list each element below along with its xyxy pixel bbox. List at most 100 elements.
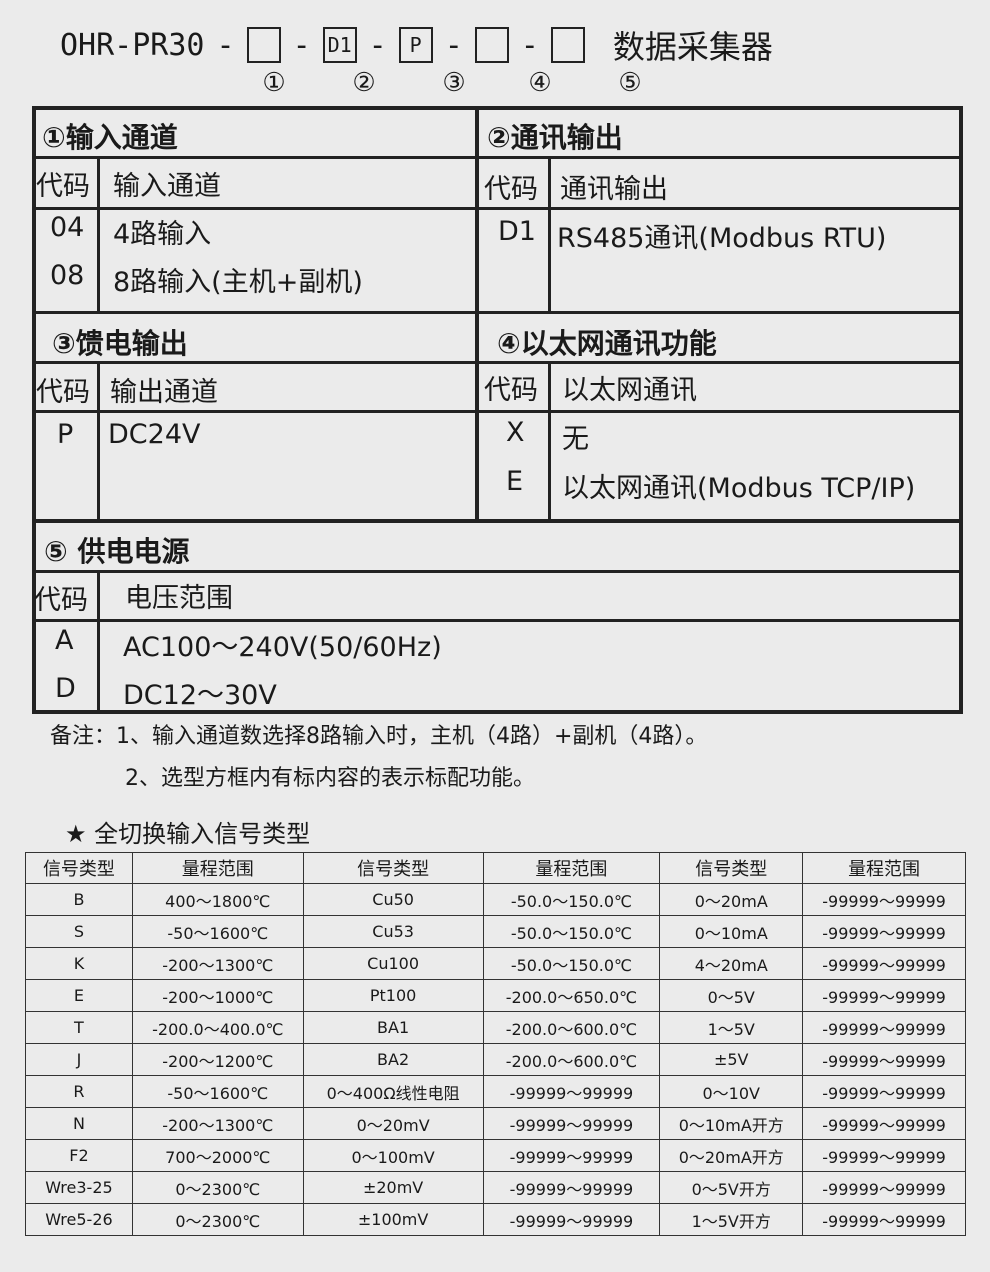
model-prefix: OHR-PR30 (60, 27, 205, 63)
code-header: 代码 (36, 171, 90, 202)
table-cell: -200～1200℃ (131, 1043, 304, 1076)
table-row: F2 700～2000℃ 0～100mV -99999～99999 0～20mA开方 -9… (25, 1139, 966, 1172)
column-header: 信号类型 (302, 852, 484, 884)
table-cell: 0～100mV (302, 1139, 484, 1172)
table-row: B 400～1800℃ Cu50 -50.0～150.0℃ 0～20mA -99999～9… (25, 883, 966, 916)
table-cell: ±100mV (302, 1203, 484, 1236)
section-1-title: ①输入通道 (42, 121, 178, 154)
marker-5: ⑤ (618, 68, 642, 98)
option: DC12～30V (123, 680, 277, 711)
table-cell: R (25, 1075, 133, 1108)
option: AC100～240V(50/60Hz) (123, 632, 442, 663)
table-header-row: 信号类型 量程范围 信号类型 量程范围 信号类型 量程范围 (25, 852, 966, 884)
table-cell: N (25, 1107, 133, 1140)
table-cell: K (25, 947, 133, 980)
table-cell: 0～400Ω线性电阻 (302, 1075, 484, 1108)
table-cell: -99999～99999 (802, 1075, 966, 1108)
marker-3: ③ (442, 68, 466, 98)
code: D (55, 673, 76, 704)
table-cell: -50～1600℃ (131, 915, 304, 948)
table-cell: Cu53 (302, 915, 484, 948)
signal-heading: ★ 全切换输入信号类型 (65, 820, 311, 848)
table-cell: -99999～99999 (802, 1171, 966, 1204)
table-cell: -200.0～400.0℃ (131, 1011, 304, 1044)
code: 08 (50, 260, 85, 291)
dash: - (520, 27, 539, 63)
table-cell: B (25, 883, 133, 916)
note-2: 2、选型方框内有标内容的表示标配功能。 (125, 766, 535, 791)
table-cell: -99999～99999 (482, 1075, 661, 1108)
table-cell: S (25, 915, 133, 948)
dash: - (368, 27, 387, 63)
table-cell: ±20mV (302, 1171, 484, 1204)
section-5-title: ⑤ 供电电源 (44, 535, 190, 568)
column-header: 通讯输出 (560, 174, 668, 205)
table-cell: -99999～99999 (802, 883, 966, 916)
table-cell: -50.0～150.0℃ (482, 883, 661, 916)
slot-1 (246, 27, 281, 63)
table-cell: -200～1000℃ (131, 979, 304, 1012)
table-cell: F2 (25, 1139, 133, 1172)
section-2-title: ②通讯输出 (487, 121, 623, 154)
table-cell: -50.0～150.0℃ (482, 915, 661, 948)
page-title: 数据采集器 (612, 28, 773, 66)
table-row: Wre5-26 0～2300℃ ±100mV -99999～99999 1～5V开方 -9… (25, 1203, 966, 1236)
table-cell: -50.0～150.0℃ (482, 947, 661, 980)
signal-type-table: 信号类型 量程范围 信号类型 量程范围 信号类型 量程范围 B 400～1800℃ Cu50-… (25, 852, 966, 1236)
table-cell: -200～1300℃ (131, 947, 304, 980)
table-cell: -99999～99999 (802, 979, 966, 1012)
marker-4: ④ (528, 68, 552, 98)
column-header: 量程范围 (482, 852, 661, 884)
table-cell: Wre5-26 (25, 1203, 133, 1236)
table-cell: 4～20mA (659, 947, 804, 980)
table-cell: 0～10mA (659, 915, 804, 948)
table-cell: 0～10mA开方 (659, 1107, 804, 1140)
table-cell: -99999～99999 (802, 1139, 966, 1172)
code: X (506, 417, 525, 448)
slot-4 (474, 27, 509, 63)
column-header: 量程范围 (802, 852, 966, 884)
table-cell: -99999～99999 (482, 1107, 661, 1140)
option: RS485通讯(Modbus RTU) (557, 223, 887, 254)
table-cell: 700～2000℃ (131, 1139, 304, 1172)
table-cell: -200～1300℃ (131, 1107, 304, 1140)
column-header: 输出通道 (110, 377, 218, 408)
table-row: R -50～1600℃ 0～400Ω线性电阻 -99999～99999 0～10V -99… (25, 1075, 966, 1108)
table-cell: BA1 (302, 1011, 484, 1044)
dash: - (444, 27, 463, 63)
table-cell: -99999～99999 (482, 1139, 661, 1172)
table-row: K -200～1300℃ Cu100 -50.0～150.0℃ 4～20mA -99999… (25, 947, 966, 980)
table-cell: -99999～99999 (482, 1203, 661, 1236)
table-cell: 0～5V开方 (659, 1171, 804, 1204)
table-cell: -200.0～600.0℃ (482, 1043, 661, 1076)
table-cell: -99999～99999 (802, 915, 966, 948)
table-cell: 1～5V开方 (659, 1203, 804, 1236)
code-header: 代码 (34, 585, 88, 616)
table-cell: 400～1800℃ (131, 883, 304, 916)
table-row: S -50～1600℃ Cu53 -50.0～150.0℃ 0～10mA -99999～9… (25, 915, 966, 948)
table-cell: ±5V (659, 1043, 804, 1076)
table-row: T -200.0～400.0℃ BA1 -200.0～600.0℃ 1～5V -99999… (25, 1011, 966, 1044)
table-cell: Cu100 (302, 947, 484, 980)
section-4-title: ④以太网通讯功能 (497, 327, 717, 360)
table-cell: -200.0～650.0℃ (482, 979, 661, 1012)
code: E (506, 466, 524, 497)
table-cell: 0～20mV (302, 1107, 484, 1140)
marker-1: ① (262, 68, 286, 98)
option: 4路输入 (113, 219, 212, 250)
table-row: J -200～1200℃ BA2 -200.0～600.0℃ ±5V -99999～999… (25, 1043, 966, 1076)
option: 以太网通讯(Modbus TCP/IP) (562, 473, 916, 504)
table-cell: -99999～99999 (802, 1107, 966, 1140)
code: A (55, 625, 74, 656)
table-cell: -99999～99999 (802, 1203, 966, 1236)
table-cell: 0～2300℃ (131, 1171, 304, 1204)
code: D1 (498, 216, 536, 247)
code: P (57, 419, 74, 450)
table-cell: 0～5V (659, 979, 804, 1012)
table-cell: 0～20mA开方 (659, 1139, 804, 1172)
slot-2: D1 (322, 27, 357, 63)
option: DC24V (108, 419, 201, 450)
table-cell: -99999～99999 (802, 1011, 966, 1044)
column-header: 信号类型 (659, 852, 804, 884)
table-cell: J (25, 1043, 133, 1076)
